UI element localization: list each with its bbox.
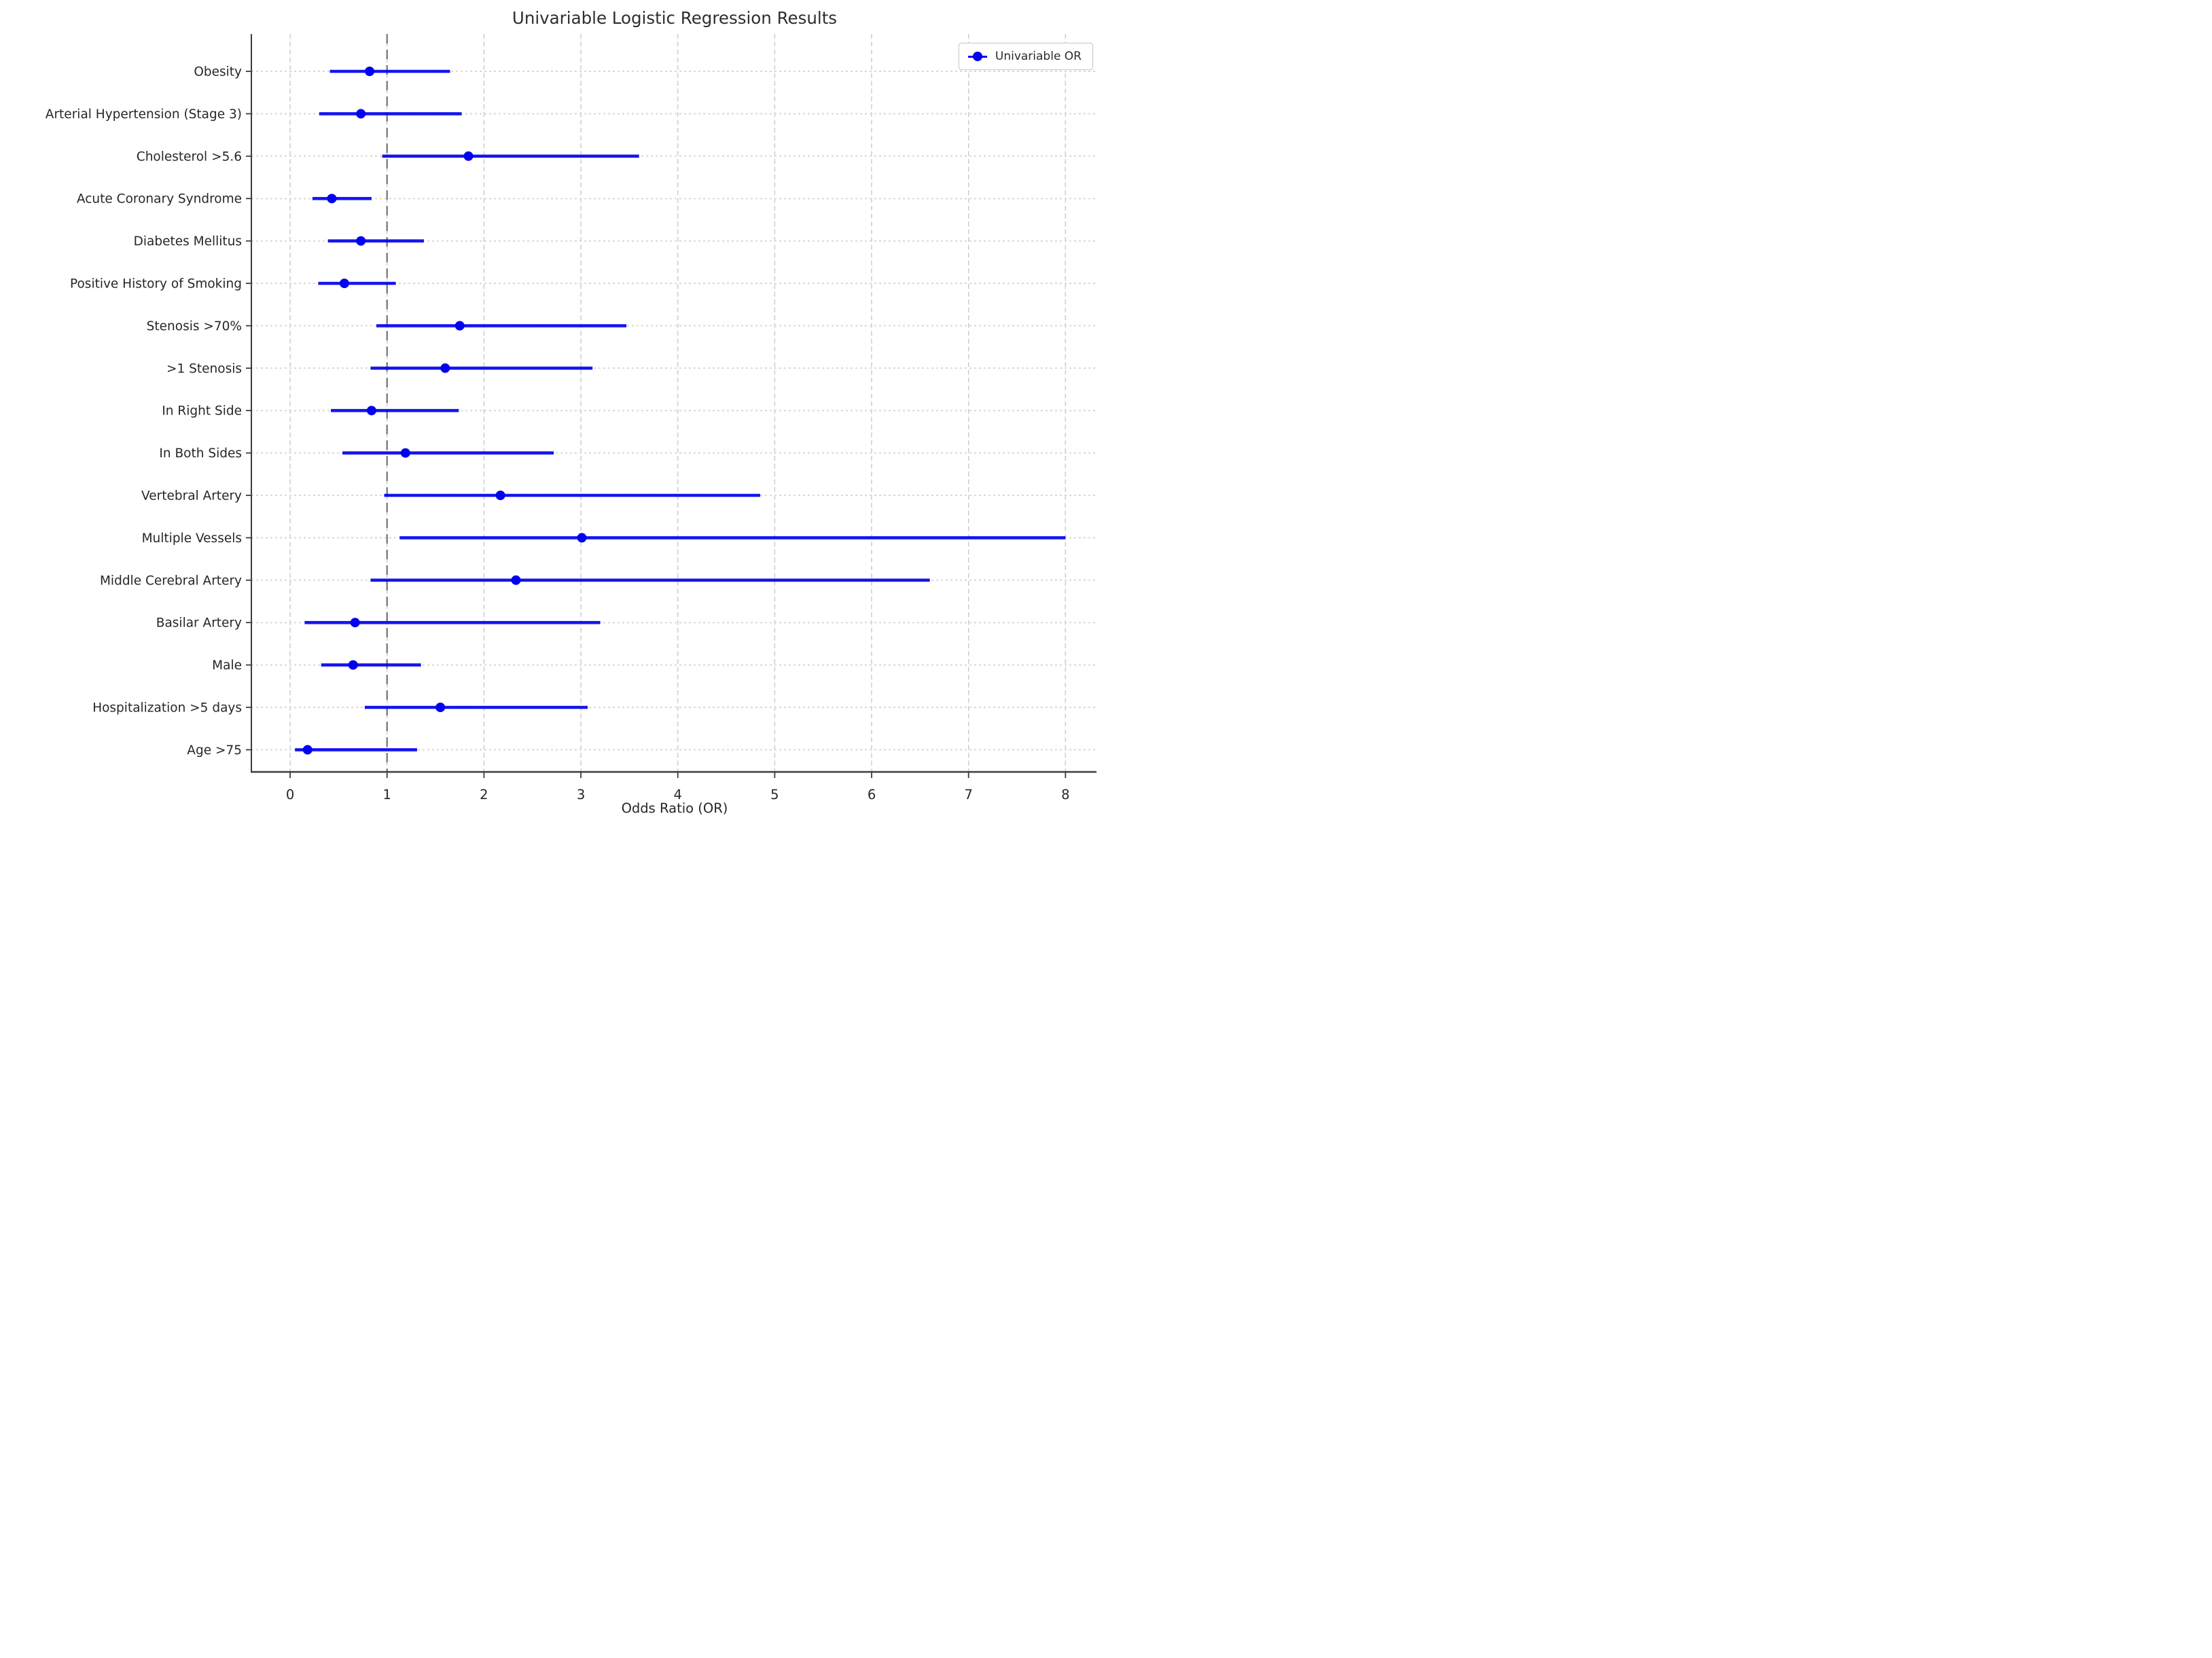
category-label: Obesity (194, 65, 242, 80)
category-label: In Both Sides (159, 446, 242, 461)
category-label: Multiple Vessels (142, 531, 242, 546)
legend: Univariable OR (958, 43, 1093, 70)
x-tick-label: 2 (480, 787, 488, 802)
legend-label: Univariable OR (995, 50, 1082, 63)
x-tick-label: 5 (770, 787, 779, 802)
x-tick-label: 6 (868, 787, 876, 802)
odds-ratio-marker (463, 151, 474, 161)
category-label: Cholesterol >5.6 (137, 149, 242, 164)
odds-ratio-marker (440, 363, 450, 373)
x-tick-label: 0 (286, 787, 294, 802)
category-label: Vertebral Artery (141, 489, 242, 504)
x-tick-label: 3 (577, 787, 585, 802)
category-label: >1 Stenosis (166, 361, 242, 376)
category-label: Positive History of Smoking (70, 277, 242, 292)
category-label: Arterial Hypertension (Stage 3) (46, 107, 242, 122)
odds-ratio-marker (495, 491, 505, 500)
odds-ratio-marker (302, 745, 313, 755)
odds-ratio-marker (356, 236, 366, 246)
chart-title: Univariable Logistic Regression Results (512, 8, 838, 28)
category-label: Middle Cerebral Artery (100, 574, 242, 588)
category-label: Hospitalization >5 days (92, 701, 242, 716)
odds-ratio-marker (511, 575, 521, 585)
odds-ratio-marker (327, 194, 337, 204)
odds-ratio-marker (348, 660, 358, 670)
odds-ratio-marker (339, 279, 349, 288)
x-tick-label: 7 (964, 787, 972, 802)
odds-ratio-marker (366, 406, 376, 416)
odds-ratio-marker (350, 618, 360, 628)
category-label: Basilar Artery (156, 616, 242, 631)
x-axis-label: Odds Ratio (OR) (621, 800, 728, 816)
forest-plot-figure: Univariable Logistic Regression Results … (0, 0, 1106, 829)
category-label: Diabetes Mellitus (134, 234, 242, 249)
odds-ratio-marker (454, 321, 465, 331)
odds-ratio-marker (365, 67, 375, 76)
legend-errorbar-icon (967, 50, 987, 63)
category-label: Stenosis >70% (147, 319, 242, 334)
category-label: Acute Coronary Syndrome (77, 192, 242, 207)
x-tick-label: 8 (1061, 787, 1069, 802)
forest-plot-canvas: 0 1 2 3 4 5 6 7 8 Obesity Arterial Hypertension (S… (46, 34, 1096, 802)
odds-ratio-marker (577, 533, 587, 543)
odds-ratio-marker (400, 448, 410, 458)
odds-ratio-marker (356, 109, 366, 119)
category-label: Male (212, 658, 242, 673)
category-label: Age >75 (187, 743, 242, 758)
odds-ratio-marker (435, 703, 446, 712)
x-tick-label: 1 (383, 787, 391, 802)
category-label: In Right Side (162, 404, 242, 419)
x-tick-label: 4 (673, 787, 681, 802)
